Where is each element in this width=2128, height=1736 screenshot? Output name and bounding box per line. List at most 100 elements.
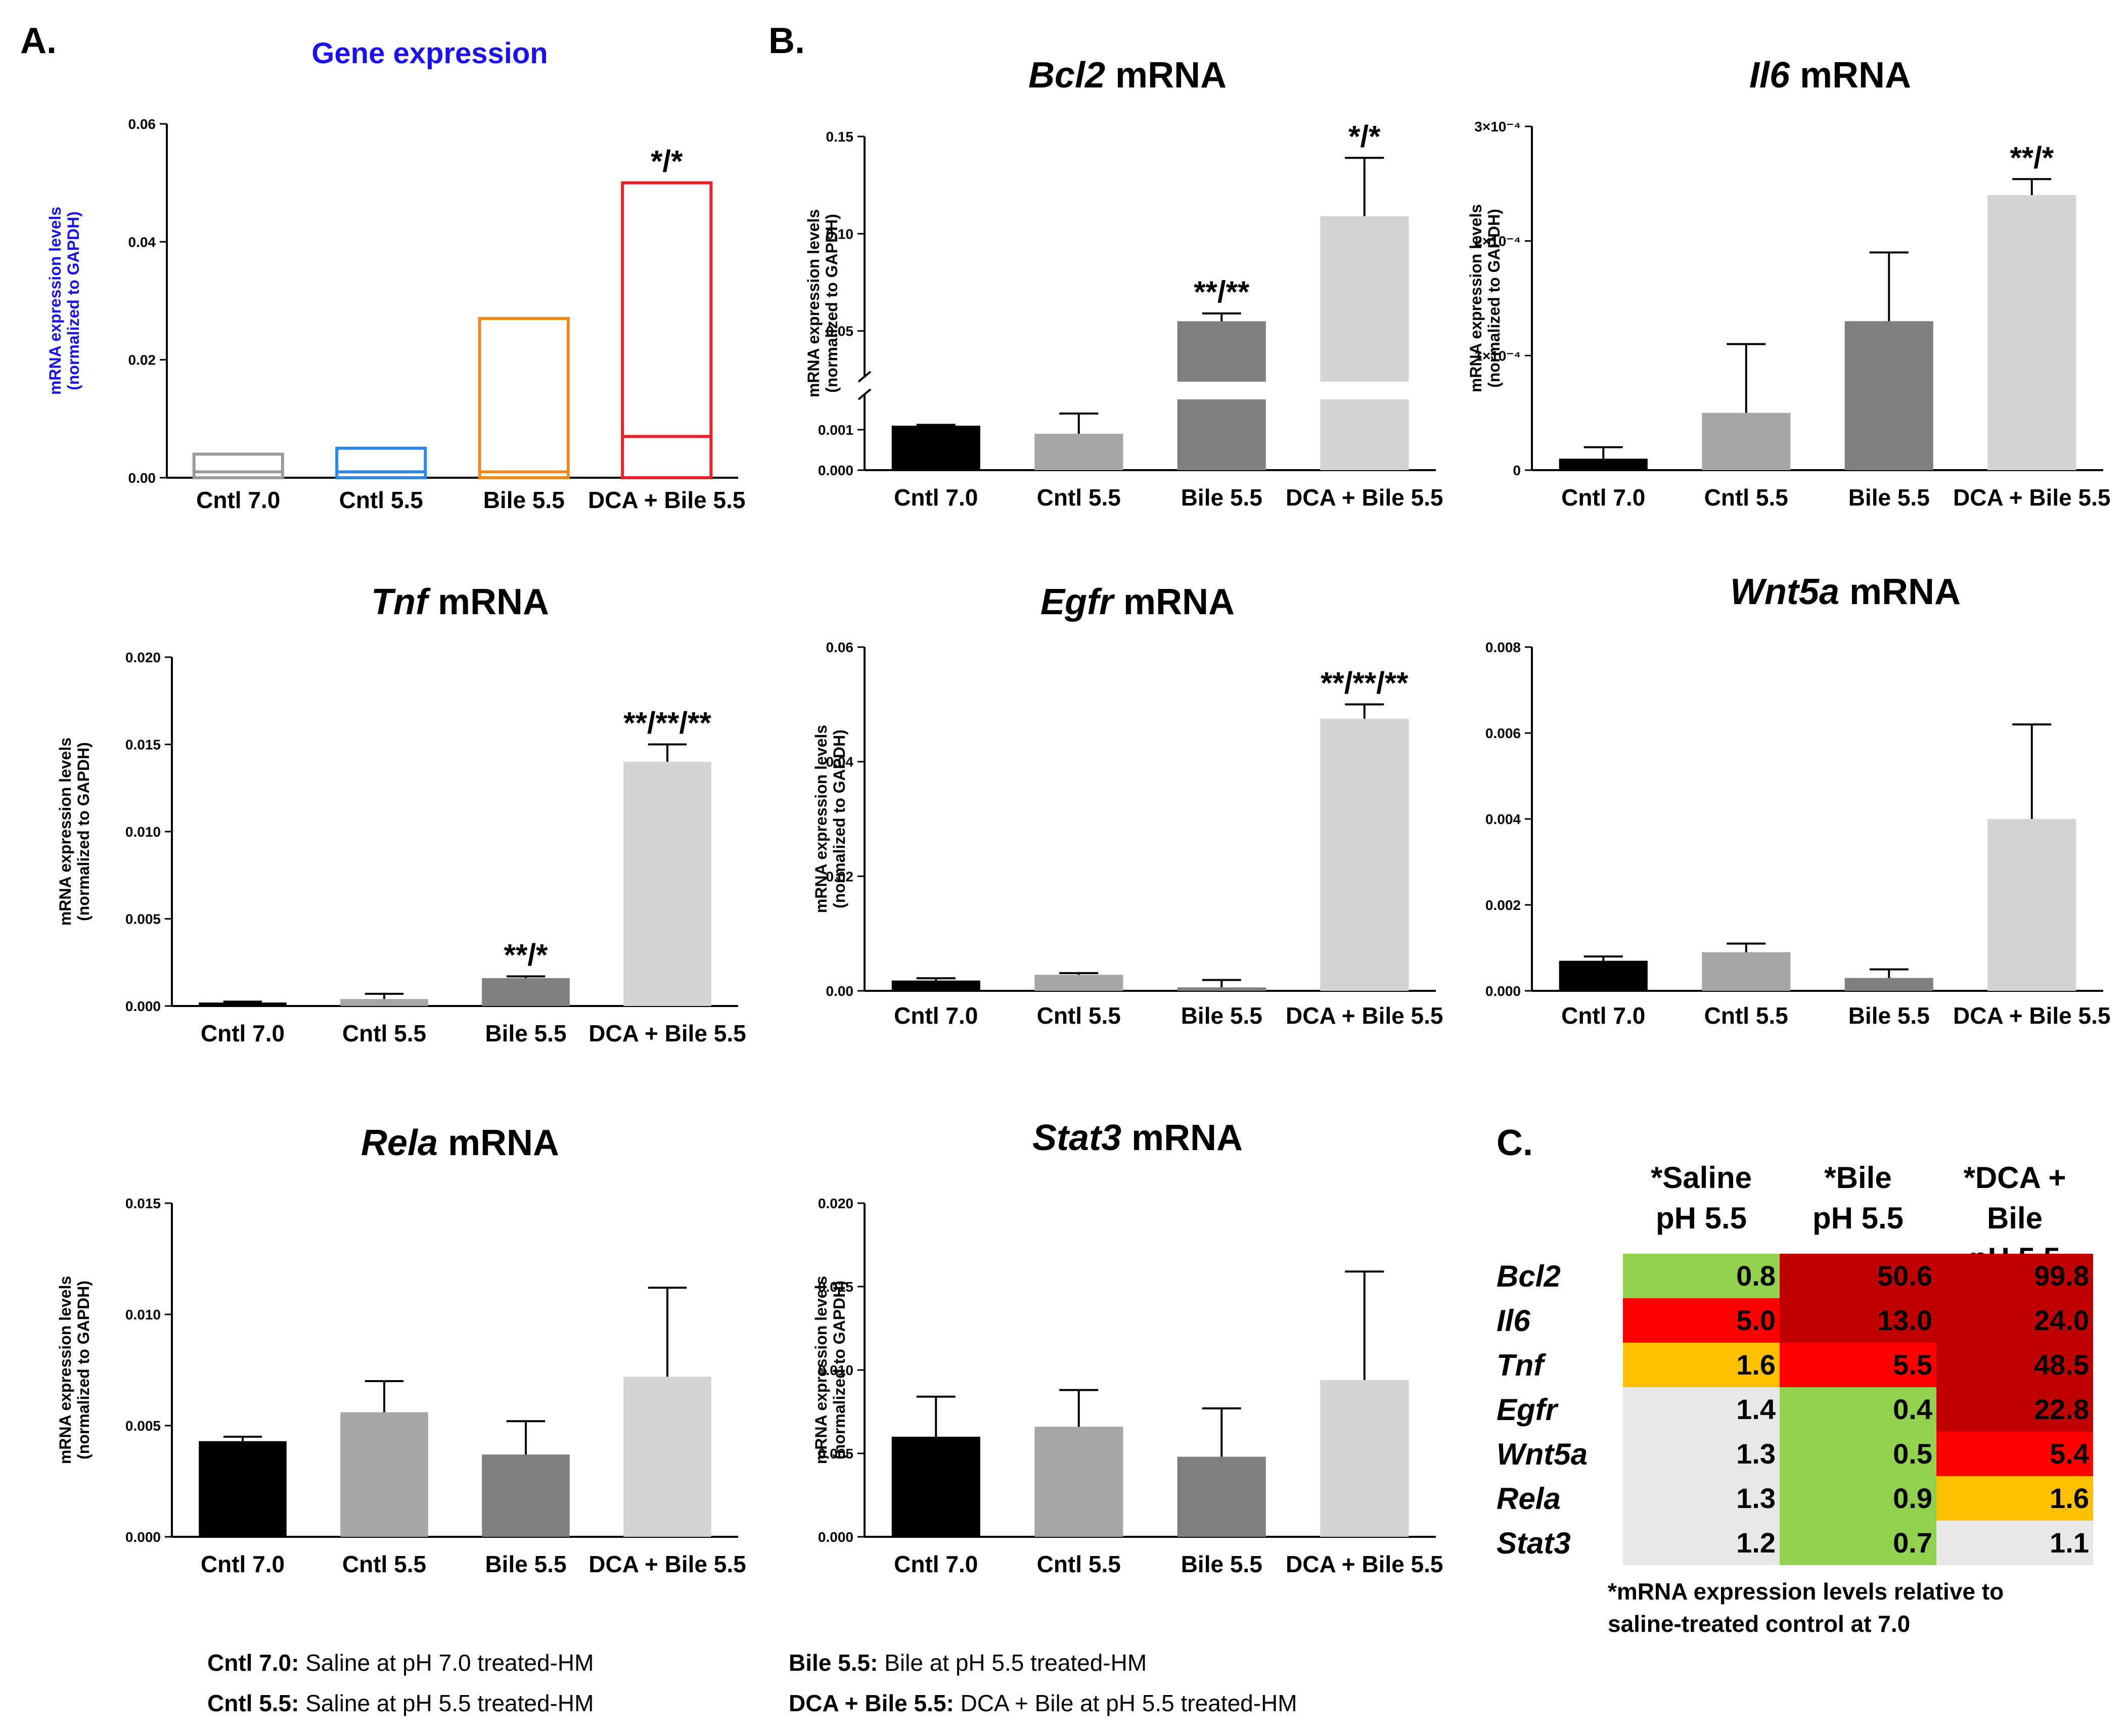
rela-bar [482,1454,570,1537]
il6-y-axis-label: (normalized to GAPDH) [1485,209,1503,388]
stat3-y-tick-label: 0.000 [818,1529,853,1545]
gene-bar [478,317,570,479]
heatmap-cell: 50.6 [1780,1254,1936,1298]
bcl2-x-tick-label: Bile 5.5 [1181,484,1262,511]
tnf-bar [623,762,711,1006]
stat3-y-tick-label: 0.010 [818,1362,853,1378]
heatmap-cell: 0.4 [1780,1387,1936,1432]
bcl2-title: Bcl2 mRNA [1028,55,1227,96]
tnf-y-axis-label: mRNA expression levels [56,738,74,926]
bcl2-x-tick-label: Cntl 5.5 [1037,484,1121,511]
legend-bile55: Bile 5.5: Bile at pH 5.5 treated-HM [789,1650,1147,1676]
stat3-y-axis-label: (normalized to GAPDH) [830,1281,848,1459]
heatmap-cell: 1.2 [1623,1521,1780,1565]
rela-x-tick-label: Bile 5.5 [485,1551,566,1577]
panel-label-b: B. [768,21,805,61]
legend-dca55: DCA + Bile 5.5: DCA + Bile at pH 5.5 tre… [789,1690,1297,1716]
il6-y-axis-label: mRNA expression levels [1467,204,1485,392]
panel-label-c: C. [1497,1123,1533,1163]
heatmap-cell: 5.4 [1936,1432,2093,1476]
heatmap-row-label: Stat3 [1497,1526,1571,1560]
bcl2-y-tick-label: 0.05 [826,324,854,339]
wnt5a-bar [1559,961,1648,991]
tnf-y-tick-label: 0.020 [125,650,161,665]
bcl2-bar [1177,321,1266,382]
heatmap-cell: 1.3 [1623,1476,1780,1521]
egfr-y-tick-label: 0.02 [826,869,854,884]
il6-chart: 0 1×10⁻⁴ 2×10⁻⁴ 3×10⁻⁴ mRNA expression level… [1467,119,2110,511]
gene-y-tick-label: 0.02 [128,352,156,368]
bcl2-x-tick-label: Cntl 7.0 [894,484,978,511]
gene-x-tick-label: Cntl 7.0 [196,487,280,513]
stat3-y-tick-label: 0.005 [818,1446,853,1461]
heatmap-row-label: Wnt5a [1497,1437,1588,1471]
heatmap-cell: 24.0 [1936,1298,2093,1343]
il6-y-tick-label: 1×10⁻⁴ [1474,348,1521,363]
stat3-x-tick-label: Cntl 5.5 [1037,1551,1121,1577]
bcl2-y-axis-label: mRNA expression levels [804,209,823,397]
heatmap-row-label: Bcl2 [1497,1259,1561,1293]
bcl2-axis-break [857,371,872,400]
rela-x-tick-label: Cntl 5.5 [342,1551,426,1577]
il6-bar [1844,321,1933,470]
tnf-x-tick-label: Cntl 7.0 [201,1020,285,1046]
tnf-bar [340,999,428,1006]
tnf-significance-label: **/**/** [623,706,711,740]
il6-bar [1702,413,1791,470]
rela-y-tick-label: 0.010 [125,1307,161,1322]
il6-x-tick-label: Cntl 7.0 [1561,484,1645,511]
egfr-bar [1320,718,1409,991]
il6-bar [1559,459,1648,470]
wnt5a-y-tick-label: 0.004 [1485,811,1521,827]
wnt5a-x-tick-label: DCA + Bile 5.5 [1953,1002,2110,1029]
tnf-bar [482,978,570,1006]
legend-cntl70: Cntl 7.0: Saline at pH 7.0 treated-HM [207,1650,594,1676]
stat3-bar [891,1437,980,1537]
heatmap-column-header-line: pH 5.5 [1812,1201,1904,1235]
heatmap-cell: 13.0 [1780,1298,1936,1343]
heatmap-cell: 1.6 [1623,1343,1780,1387]
stat3-y-tick-label: 0.015 [818,1279,853,1295]
gene-y-tick-label: 0.06 [128,116,156,132]
heatmap-cell: 0.8 [1623,1254,1780,1298]
il6-bar [1987,195,2076,470]
gene-y-axis-label: (normalized to GAPDH) [64,211,82,390]
gene-significance-label: */* [651,145,683,178]
stat3-bar [1320,1380,1409,1537]
wnt5a-x-tick-label: Cntl 5.5 [1704,1002,1788,1029]
stat3-bar [1034,1427,1123,1537]
rela-y-axis-label: (normalized to GAPDH) [74,1281,93,1459]
bcl2-x-tick-label: DCA + Bile 5.5 [1286,484,1443,511]
tnf-chart: 0.000 0.005 0.010 0.015 0.020 mRNA expression… [56,650,746,1046]
stat3-y-axis-label: mRNA expression levels [812,1276,830,1464]
wnt5a-title: Wnt5a mRNA [1730,572,1961,612]
tnf-y-tick-label: 0.015 [125,737,161,753]
stat3-x-tick-label: DCA + Bile 5.5 [1286,1551,1443,1577]
heatmap-row-label: Rela [1497,1482,1561,1516]
wnt5a-x-tick-label: Cntl 7.0 [1561,1002,1645,1029]
heatmap-column-header: *Saline pH 5.5 [1623,1158,1780,1239]
rela-x-tick-label: DCA + Bile 5.5 [588,1551,746,1577]
wnt5a-bar [1987,819,2076,991]
gene-y-tick-label: 0.04 [128,234,156,250]
heatmap-row-label: Il6 [1497,1304,1530,1338]
tnf-title: Tnf mRNA [371,582,549,622]
heatmap-cell: 0.5 [1780,1432,1936,1476]
il6-title: Il6 mRNA [1749,55,1912,96]
heatmap-cell: 99.8 [1936,1254,2093,1298]
rela-y-axis-label: mRNA expression levels [56,1276,74,1464]
rela-bar [623,1377,711,1537]
wnt5a-bar [1702,952,1791,991]
bcl2-y-axis-label: (normalized to GAPDH) [823,214,841,393]
gene-expression-title: Gene expression [311,37,548,70]
heatmap-column-header-line: pH 5.5 [1655,1201,1747,1235]
egfr-title: Egfr mRNA [1040,582,1235,622]
stat3-y-tick-label: 0.020 [818,1196,853,1211]
tnf-bar [199,1002,287,1006]
gene-x-tick-label: DCA + Bile 5.5 [588,487,745,513]
wnt5a-bar [1844,978,1933,991]
bcl2-y-tick-label: 0.000 [818,463,853,478]
wnt5a-y-tick-label: 0.000 [1485,983,1521,999]
panel-label-a: A. [20,21,57,61]
